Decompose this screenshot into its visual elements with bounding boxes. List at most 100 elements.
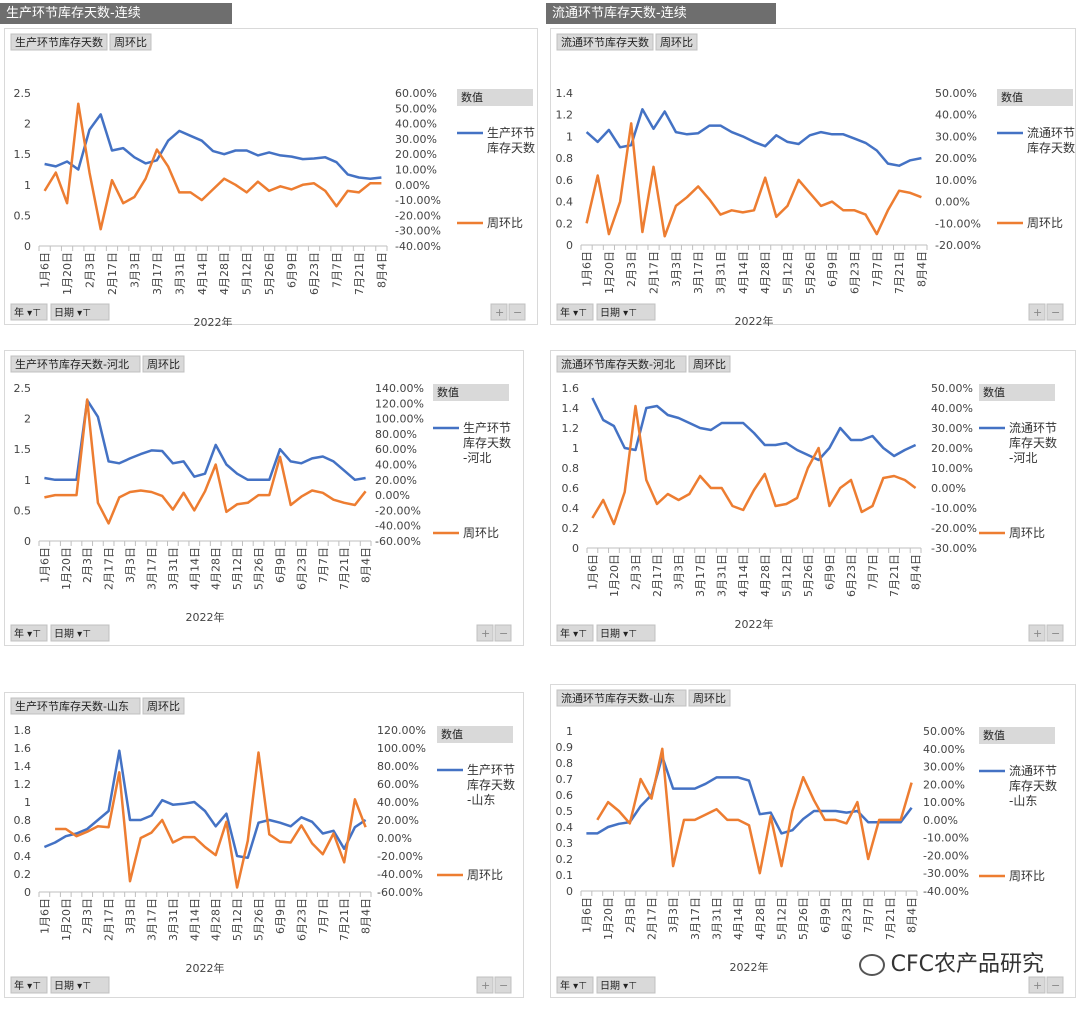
legend-title: 数值	[437, 386, 459, 399]
field-button-label: 周环比	[660, 36, 693, 49]
y2-tick-label: -20.00%	[375, 504, 421, 517]
y-tick-label: 0.4	[556, 821, 574, 834]
series-line	[596, 747, 913, 875]
x-tick-label: 8月4日	[360, 547, 373, 583]
date-filter-label: 日期 ▾⊤	[54, 307, 91, 319]
collapse-button	[1046, 303, 1064, 321]
x-tick-label: 2月3日	[629, 554, 642, 590]
x-tick-label: 5月12日	[231, 898, 244, 941]
legend-label: 周环比	[1027, 216, 1063, 230]
x-tick-label: 4月14日	[732, 897, 745, 940]
x-tick-label: 7月7日	[871, 251, 884, 287]
legend-label: 生产环节	[487, 126, 535, 140]
x-tick-label: 4月28日	[218, 252, 231, 295]
chart-panel: 生产环节库存天数-河北 周环比 0 0.5 1 1.5 2 2.5 -60.00% -40.00%…	[4, 350, 524, 646]
y2-tick-label: 40.00%	[931, 402, 973, 415]
y-tick-label: 1	[566, 130, 573, 143]
x-tick-label: 4月28日	[759, 554, 772, 597]
y-tick-label: 1.8	[14, 724, 32, 737]
legend-label: 库存天数	[487, 140, 535, 155]
x-tick-label: 5月26日	[802, 554, 815, 597]
y-tick-label: 0	[24, 240, 31, 253]
chart-panel: 流通环节库存天数-河北 周环比 0 0.2 0.4 0.6 0.8 1 1.2 1.4 1.6 -30…	[550, 350, 1076, 646]
series-line	[43, 102, 382, 231]
expand-label: +	[495, 306, 504, 319]
x-axis-title: 2022年	[735, 617, 774, 631]
x-tick-label: 2月3日	[81, 547, 94, 583]
legend-title: 数值	[1001, 91, 1023, 104]
x-tick-label: 2月17日	[103, 898, 116, 941]
y2-tick-label: -30.00%	[923, 867, 969, 880]
x-tick-label: 6月23日	[308, 252, 321, 295]
year-filter-label: 年 ▾⊤	[14, 627, 41, 640]
series-line	[43, 749, 367, 860]
legend-label: 周环比	[1009, 526, 1045, 540]
field-button-label: 周环比	[693, 358, 726, 371]
expand-button	[476, 624, 494, 642]
legend-title-box	[437, 726, 513, 743]
collapse-label: −	[1051, 979, 1060, 992]
collapse-button	[494, 624, 512, 642]
y2-tick-label: 100.00%	[377, 742, 426, 755]
x-tick-label: 7月7日	[330, 252, 343, 288]
x-tick-label: 3月17日	[145, 547, 158, 590]
expand-button	[1028, 976, 1046, 994]
legend-title: 数值	[983, 386, 1005, 399]
y2-tick-label: -60.00%	[377, 886, 423, 899]
y2-tick-label: 10.00%	[931, 462, 973, 475]
legend-label: 生产环节	[467, 763, 515, 777]
field-button	[688, 355, 731, 373]
x-tick-label: 1月6日	[38, 547, 51, 583]
y2-tick-label: 20.00%	[923, 778, 965, 791]
x-tick-label: 6月9日	[274, 898, 287, 934]
y2-tick-label: 0.00%	[375, 489, 410, 502]
y-tick-label: 0.4	[14, 850, 32, 863]
expand-label: +	[1033, 979, 1042, 992]
year-filter-button	[10, 624, 48, 642]
x-tick-label: 5月12日	[776, 897, 789, 940]
y2-tick-label: 40.00%	[923, 743, 965, 756]
y2-tick-label: 80.00%	[375, 428, 417, 441]
watermark-text: CFC农产品研究	[890, 952, 1044, 977]
x-tick-label: 7月21日	[338, 547, 351, 590]
x-tick-label: 4月28日	[210, 898, 223, 941]
legend-label: 库存天数	[1009, 435, 1057, 450]
y2-tick-label: -30.00%	[931, 542, 977, 555]
expand-label: +	[1033, 306, 1042, 319]
legend-title-box	[457, 89, 533, 106]
y2-tick-label: 50.00%	[935, 87, 977, 100]
x-tick-label: 1月6日	[580, 897, 593, 933]
collapse-label: −	[1051, 306, 1060, 319]
x-tick-label: 6月9日	[819, 897, 832, 933]
series-line	[591, 397, 917, 462]
series-line	[44, 398, 366, 482]
x-tick-label: 5月12日	[780, 554, 793, 597]
y2-tick-label: -20.00%	[377, 850, 423, 863]
date-filter-label: 日期 ▾⊤	[600, 307, 637, 319]
field-button-label: 流通环节库存天数-河北	[561, 357, 675, 371]
y2-tick-label: 10.00%	[935, 174, 977, 187]
y-tick-label: 1	[24, 179, 31, 192]
x-tick-label: 4月14日	[737, 554, 750, 597]
y-tick-label: 0.5	[14, 209, 32, 222]
y2-tick-label: -10.00%	[395, 194, 441, 207]
field-button-label: 生产环节库存天数	[15, 35, 103, 49]
y-tick-label: 0	[566, 885, 573, 898]
x-tick-label: 8月4日	[360, 898, 373, 934]
x-tick-label: 3月31日	[167, 898, 180, 941]
x-tick-label: 4月14日	[196, 252, 209, 295]
x-tick-label: 5月26日	[253, 547, 266, 590]
x-tick-label: 7月7日	[317, 547, 330, 583]
x-tick-label: 7月7日	[317, 898, 330, 934]
y-tick-label: 1	[572, 442, 579, 455]
y-tick-label: 1.6	[14, 742, 32, 755]
x-tick-label: 7月21日	[888, 554, 901, 597]
x-tick-label: 7月7日	[862, 897, 875, 933]
x-tick-label: 3月3日	[128, 252, 141, 288]
y-tick-label: 0.9	[556, 741, 574, 754]
y2-tick-label: 60.00%	[377, 778, 419, 791]
y-tick-label: 2.5	[14, 382, 32, 395]
x-tick-label: 6月9日	[274, 547, 287, 583]
x-tick-label: 8月4日	[375, 252, 388, 288]
y2-tick-label: -10.00%	[931, 502, 977, 515]
